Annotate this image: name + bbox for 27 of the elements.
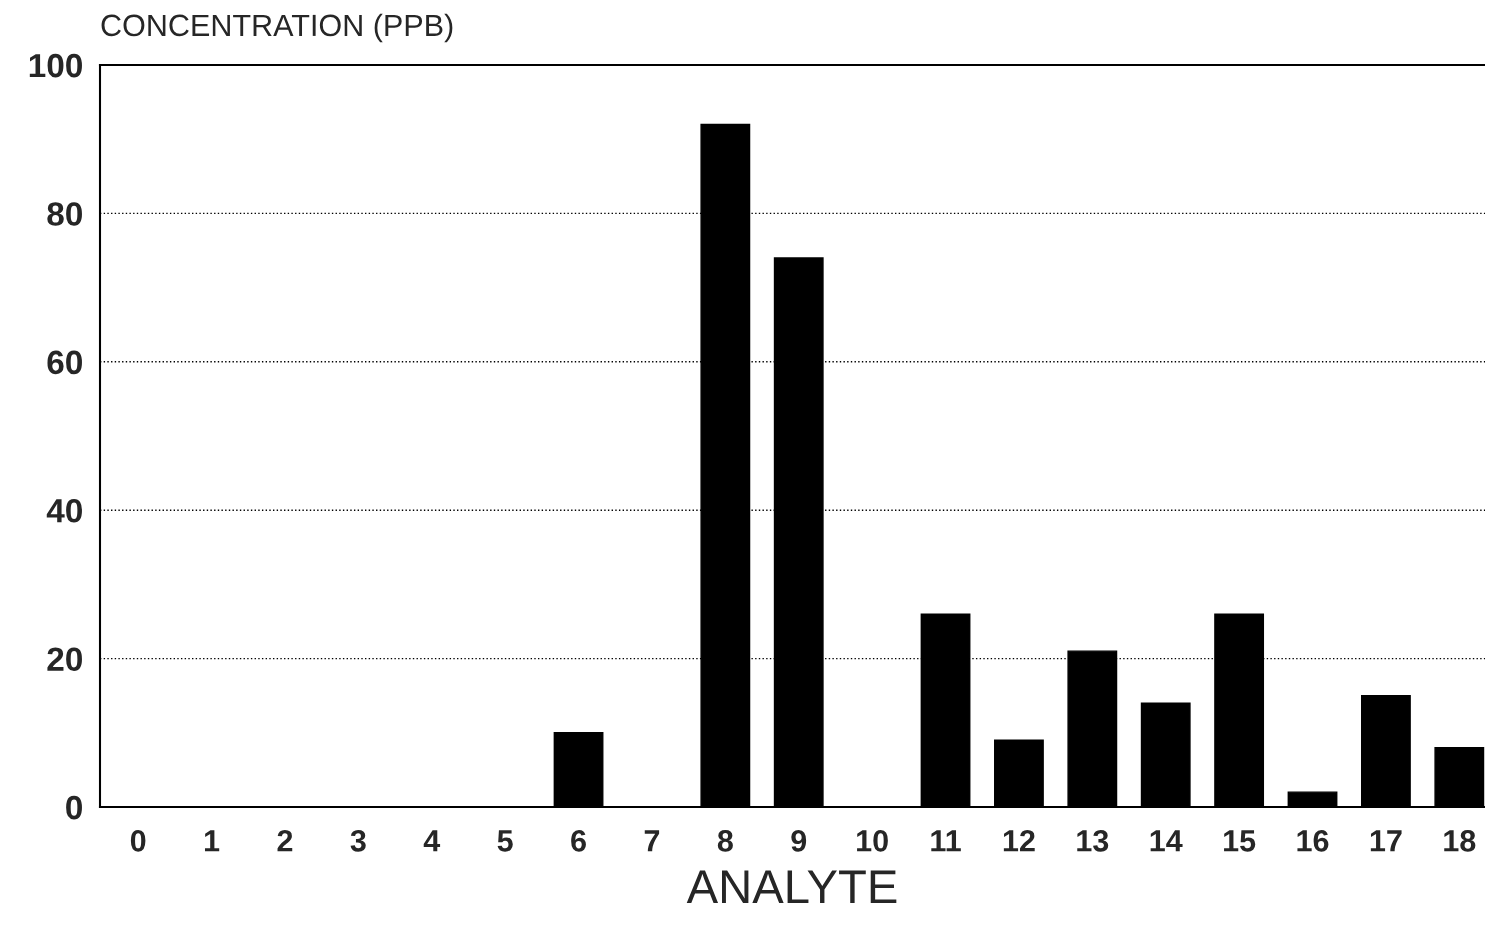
x-axis-title: ANALYTE bbox=[686, 870, 897, 904]
y-tick-label: 60 bbox=[47, 350, 82, 375]
x-tick-label: 10 bbox=[857, 830, 888, 852]
y-tick-label: 0 bbox=[66, 795, 82, 820]
x-tick-label: 2 bbox=[277, 830, 293, 852]
x-tick-label: 11 bbox=[931, 830, 961, 852]
x-tick-label: 16 bbox=[1297, 830, 1329, 852]
y-axis-title: CONCENTRATION (PPB) bbox=[101, 13, 453, 43]
x-tick-label: 12 bbox=[1003, 830, 1035, 852]
y-tick-label: 100 bbox=[29, 53, 82, 78]
x-tick-label: 5 bbox=[497, 830, 513, 852]
x-tick-label: 13 bbox=[1077, 830, 1109, 852]
x-tick-label: 18 bbox=[1444, 830, 1476, 852]
x-tick-label: 7 bbox=[644, 830, 660, 852]
x-tick-label: 6 bbox=[571, 830, 586, 852]
y-tick-label: 80 bbox=[47, 202, 82, 226]
x-tick-label: 9 bbox=[791, 830, 807, 852]
y-tick-label: 20 bbox=[47, 647, 82, 672]
x-tick-label: 4 bbox=[423, 830, 441, 852]
x-tick-label: 0 bbox=[130, 830, 146, 852]
x-tick-label: 14 bbox=[1150, 830, 1183, 852]
y-tick-label: 40 bbox=[46, 499, 82, 523]
x-tick-label: 15 bbox=[1224, 830, 1256, 852]
x-tick-label: 3 bbox=[350, 830, 366, 852]
x-tick-label: 1 bbox=[204, 830, 220, 852]
x-tick-label: 8 bbox=[717, 830, 733, 852]
x-tick-label: 17 bbox=[1370, 830, 1402, 852]
